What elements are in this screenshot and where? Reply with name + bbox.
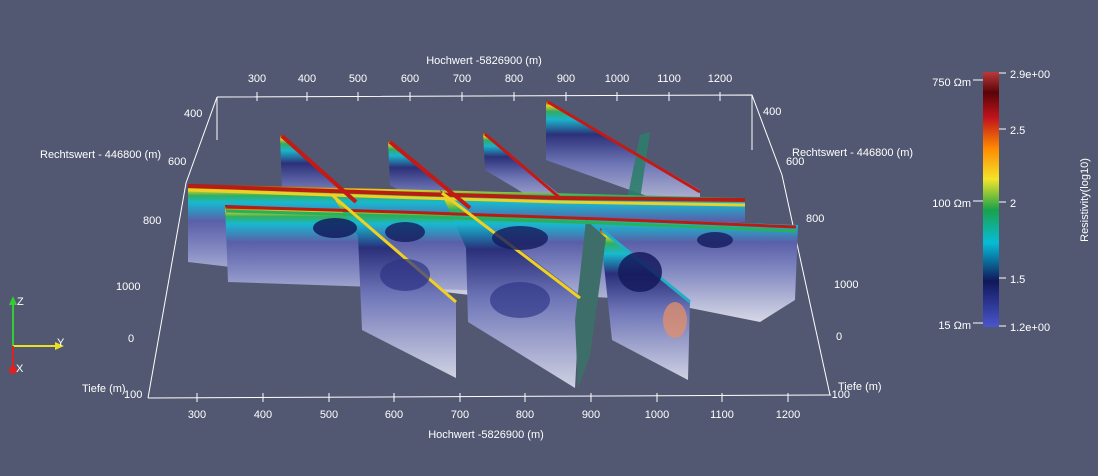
svg-text:700: 700 [451,409,469,421]
surface-band-1 [187,184,746,202]
svg-text:900: 900 [557,73,575,85]
svg-text:1200: 1200 [708,73,732,85]
right-axis-labels: 400 600 800 1000 0 -100 [763,106,858,401]
surface-band-4 [225,209,797,233]
profile-back-4 [546,100,700,215]
svg-text:500: 500 [349,73,367,85]
surface-band-2 [187,188,746,207]
bottom-axis-ticks [196,393,789,402]
svg-text:400: 400 [298,73,316,85]
x-axis-label: X [16,363,24,375]
svg-text:1100: 1100 [657,73,681,85]
svg-text:700: 700 [453,73,471,85]
profile-back-5 [628,132,650,200]
svg-text:800: 800 [516,409,534,421]
svg-text:-100: -100 [828,389,850,401]
diagonal-band-1 [280,134,358,204]
right-axis-title: Rechtswert - 446800 (m) [792,147,913,159]
diagonal-band-3 [484,132,561,200]
svg-text:400: 400 [763,106,781,118]
svg-text:500: 500 [320,409,338,421]
colorbar-title: Resistivity(log10) [1079,158,1091,242]
profile-front-4 [575,220,606,388]
svg-text:300: 300 [188,409,206,421]
left-depth-title: Tiefe (m) [82,383,126,395]
svg-text:400: 400 [184,108,202,120]
svg-text:100: 100 [124,389,142,401]
left-axis-labels: 400 600 800 1000 0 100 [116,108,202,401]
colorbar-tick-min: 1.2e+00 [1010,322,1050,334]
svg-text:300: 300 [248,73,266,85]
svg-text:0: 0 [836,331,842,343]
surface-band-3 [225,205,797,229]
colorbar-annotation-750: 750 Ωm [932,77,971,89]
anomaly-3 [492,226,548,250]
left-axis-title: Rechtswert - 446800 (m) [40,149,161,161]
anomaly-4 [618,252,662,292]
top-axis-ticks [256,92,721,101]
color-legend: 750 Ωm 100 Ωm 15 Ωm 2.9e+00 2.5 2 1.5 1.… [932,69,1091,334]
colorbar-tick-2: 2 [1010,198,1016,210]
z-axis-label: Z [17,296,24,308]
svg-text:1000: 1000 [645,409,669,421]
anomaly-1 [313,218,357,238]
svg-text:800: 800 [143,215,161,227]
svg-text:600: 600 [385,409,403,421]
diagonal-band-2 [388,140,472,210]
svg-text:600: 600 [401,73,419,85]
bottom-axis-title: Hochwert -5826900 (m) [428,429,544,441]
svg-text:800: 800 [505,73,523,85]
anomaly-6 [380,259,430,291]
svg-text:600: 600 [786,156,804,168]
svg-text:1000: 1000 [834,279,858,291]
anomaly-7 [490,282,550,318]
colorbar-annotation-15: 15 Ωm [938,320,971,332]
svg-text:1100: 1100 [710,409,734,421]
anomaly-8 [663,302,687,338]
svg-text:400: 400 [254,409,272,421]
colorbar-tick-1-5: 1.5 [1010,274,1025,286]
y-axis-label: Y [57,337,65,349]
colorbar-gradient [983,72,999,327]
axes-bounding-box [147,94,831,399]
diagonal-band-4 [547,100,701,194]
orientation-axes-widget: Z Y X [9,296,65,375]
svg-text:1000: 1000 [605,73,629,85]
svg-text:1000: 1000 [116,281,140,293]
svg-text:1200: 1200 [776,409,800,421]
anomaly-5 [697,232,733,248]
svg-text:600: 600 [168,156,186,168]
diagonal-band-5 [331,193,457,304]
svg-text:900: 900 [582,409,600,421]
top-axis-labels: 300 400 500 600 700 800 900 1000 1100 12… [248,73,732,85]
colorbar-tick-2-5: 2.5 [1010,125,1025,137]
resistivity-profiles [187,100,798,388]
svg-text:800: 800 [806,213,824,225]
colorbar-tick-max: 2.9e+00 [1010,69,1050,81]
svg-text:0: 0 [128,333,134,345]
right-depth-title: Tiefe (m) [838,381,882,393]
colorbar-annotation-100: 100 Ωm [932,198,971,210]
top-axis-title: Hochwert -5826900 (m) [426,55,542,67]
bottom-axis-labels: 300 400 500 600 700 800 900 1000 1100 12… [188,409,800,421]
anomaly-2 [385,222,425,242]
